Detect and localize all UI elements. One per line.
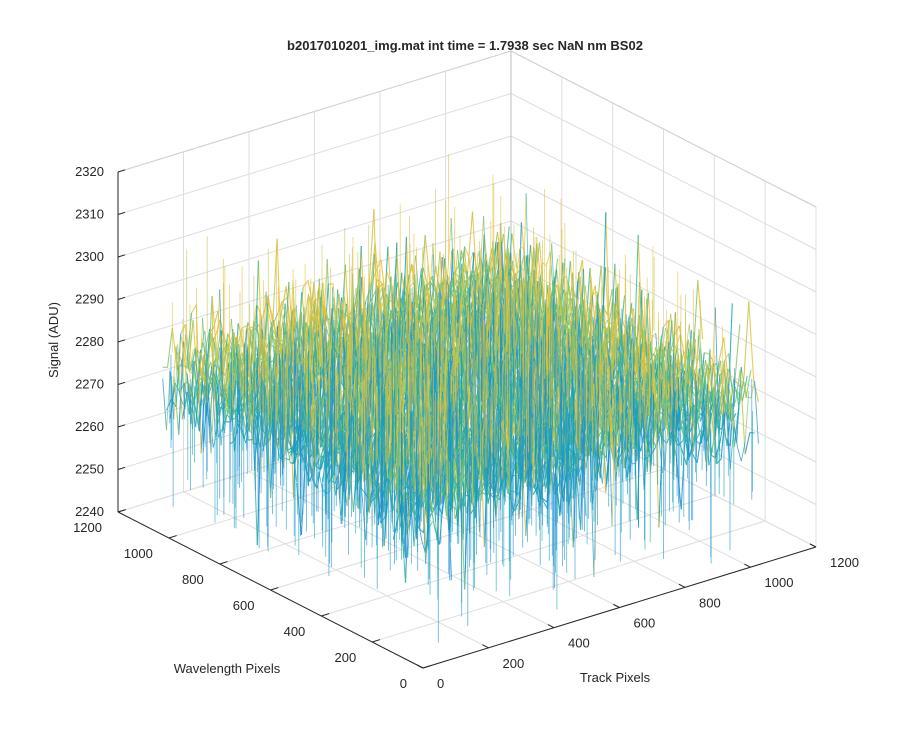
grid-line-z-back bbox=[117, 135, 512, 258]
surface-mesh-segment bbox=[748, 301, 755, 380]
surface-mesh-segment bbox=[718, 361, 725, 390]
surface-mesh-segment bbox=[221, 330, 228, 353]
surface-mesh-segment bbox=[592, 291, 598, 295]
frame-top-side bbox=[510, 50, 817, 208]
surface-mesh-segment bbox=[453, 270, 460, 279]
surface-mesh-segment bbox=[605, 338, 612, 406]
frame-top-back bbox=[117, 50, 512, 173]
surface-mesh-segment bbox=[745, 369, 752, 398]
surface-mesh-segment bbox=[704, 352, 710, 355]
surface-mesh-segment bbox=[243, 420, 250, 440]
surface-mesh-segment bbox=[313, 282, 320, 335]
surface-mesh-segment bbox=[434, 527, 441, 545]
surface-mesh-segment bbox=[696, 430, 703, 463]
surface-mesh-segment bbox=[380, 259, 387, 301]
surface-mesh-segment bbox=[369, 242, 376, 290]
surface-mesh-segment bbox=[721, 413, 728, 446]
surface-mesh-segment bbox=[187, 320, 194, 370]
grid-line-z-back bbox=[117, 178, 512, 300]
grid-line-y-floor bbox=[372, 520, 766, 643]
surface-mesh-segment bbox=[165, 398, 172, 411]
surface-mesh-segment bbox=[733, 402, 740, 447]
surface-mesh-segment bbox=[744, 432, 751, 455]
surface-mesh-segment bbox=[280, 286, 287, 314]
surface-mesh-segment bbox=[541, 497, 548, 503]
surface-mesh-segment bbox=[720, 405, 727, 460]
surface-mesh-segment bbox=[739, 370, 746, 455]
grid-line-z-back bbox=[117, 93, 512, 215]
surface-mesh-segment bbox=[173, 376, 180, 435]
surface-mesh-segment bbox=[191, 304, 197, 314]
surface-mesh-segment bbox=[438, 485, 445, 545]
surface-mesh-segment bbox=[424, 282, 430, 287]
surface-mesh-segment bbox=[171, 328, 178, 370]
surface-mesh-segment bbox=[452, 248, 459, 292]
surface-mesh-segment bbox=[577, 259, 584, 281]
surface-mesh-segment bbox=[340, 297, 347, 333]
surface-mesh-segment bbox=[300, 444, 307, 535]
surface-mesh-segment bbox=[661, 341, 667, 360]
surface-mesh-segment bbox=[248, 373, 255, 432]
surface-mesh-segment bbox=[743, 301, 750, 377]
surface-mesh-segment bbox=[662, 320, 669, 328]
surface-mesh-segment bbox=[715, 360, 722, 386]
surface-mesh-segment bbox=[718, 337, 725, 362]
surface-mesh-segment bbox=[422, 267, 429, 286]
surface-mesh-segment bbox=[723, 337, 730, 386]
surface-mesh-segment bbox=[166, 328, 173, 368]
surface-mesh-segment bbox=[678, 325, 685, 354]
surface-mesh-segment bbox=[528, 247, 535, 308]
surface-mesh-segment bbox=[608, 322, 615, 325]
surface-mesh-segment bbox=[177, 344, 183, 420]
surface-plot bbox=[162, 154, 759, 643]
grid-line-y-floor bbox=[321, 494, 715, 617]
grid-line-z-side bbox=[510, 178, 817, 335]
surface-mesh-segment bbox=[584, 305, 591, 318]
surface-mesh-segment bbox=[200, 378, 207, 398]
chart-title: b2017010201_img.mat int time = 1.7938 se… bbox=[287, 38, 643, 53]
grid-line-z-side bbox=[510, 93, 817, 250]
surface-mesh-segment bbox=[734, 324, 741, 380]
surface-mesh-segment bbox=[434, 251, 441, 308]
surface-mesh-segment bbox=[467, 211, 474, 271]
surface-mesh-segment bbox=[734, 370, 741, 402]
surface-mesh-segment bbox=[424, 234, 431, 283]
surface-mesh-segment bbox=[463, 246, 470, 259]
surface-mesh-segment bbox=[242, 325, 248, 329]
surface-mesh-segment bbox=[653, 360, 660, 528]
surface-mesh-segment bbox=[211, 295, 218, 358]
surface-mesh-segment bbox=[194, 404, 200, 432]
surface-mesh-segment bbox=[692, 280, 699, 361]
surface-mesh-segment bbox=[674, 312, 681, 401]
surface-mesh-segment bbox=[368, 208, 375, 284]
surface-mesh-segment bbox=[302, 279, 309, 288]
grid-line-z-side bbox=[510, 135, 817, 293]
surface-mesh-segment bbox=[223, 384, 230, 401]
surface-mesh-segment bbox=[738, 376, 745, 403]
